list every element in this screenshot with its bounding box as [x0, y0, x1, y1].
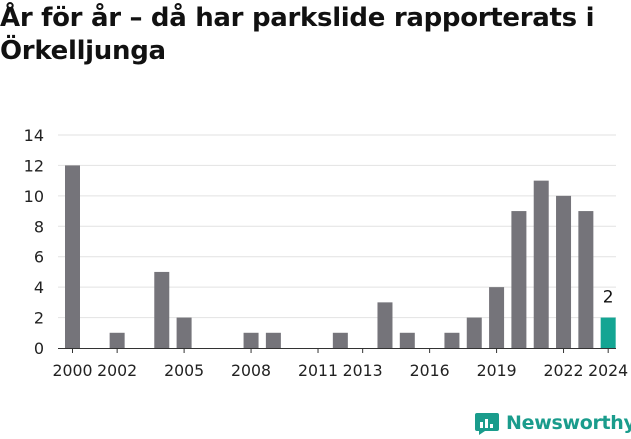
gridlines: [58, 134, 616, 319]
brand-name: Newsworthy: [506, 412, 631, 434]
bar-2020: [511, 211, 527, 348]
bar-2018: [466, 317, 482, 348]
x-tick-label: 2000: [53, 361, 93, 380]
x-axis-ticks: 2000 2002 2005 2008 2011 2013 2016 2019 2022 2024: [53, 348, 628, 380]
bar-2008: [243, 332, 259, 348]
newsworthy-logo: Newsworthy: [474, 407, 631, 439]
bar-2000: [65, 165, 80, 348]
x-tick-label: 2005: [164, 361, 204, 380]
bar-2019: [489, 287, 505, 348]
data-labels: 2: [603, 288, 614, 308]
bar-2017: [444, 332, 460, 348]
bar-2022: [556, 195, 572, 348]
x-tick-label: 2022: [544, 361, 584, 380]
data-label-2024: 2: [603, 288, 614, 308]
bar-2012: [332, 332, 348, 348]
bar-2002: [109, 332, 125, 348]
x-tick-label: 2019: [477, 361, 517, 380]
x-tick-label: 2002: [97, 361, 137, 380]
bar-2009: [265, 332, 281, 348]
y-tick-label: 14: [24, 126, 44, 145]
y-tick-label: 12: [24, 156, 44, 175]
x-tick-label: 2016: [410, 361, 450, 380]
x-tick-label: 2011: [298, 361, 338, 380]
bar-2015: [399, 332, 415, 348]
y-tick-label: 10: [24, 187, 44, 206]
y-axis-ticks: 0 2 4 6 8 10 12 14: [24, 126, 44, 358]
chart-title: År för år – då har parkslide rapporterat…: [0, 3, 595, 66]
bar-2005: [176, 317, 192, 348]
bar-2024: [600, 317, 616, 348]
x-tick-label: 2008: [231, 361, 271, 380]
y-tick-label: 6: [34, 248, 44, 267]
bar-2021: [533, 180, 549, 348]
bar-2004: [154, 271, 170, 348]
x-tick-label: 2013: [343, 361, 383, 380]
newsworthy-logo-icon: [475, 413, 499, 435]
bar-2014: [377, 302, 393, 348]
y-tick-label: 8: [34, 217, 44, 236]
y-tick-label: 4: [34, 278, 44, 297]
y-tick-label: 0: [34, 339, 44, 358]
x-tick-label: 2024: [588, 361, 628, 380]
bars: [65, 165, 616, 348]
y-tick-label: 2: [34, 309, 44, 328]
bar-2023: [578, 211, 594, 348]
